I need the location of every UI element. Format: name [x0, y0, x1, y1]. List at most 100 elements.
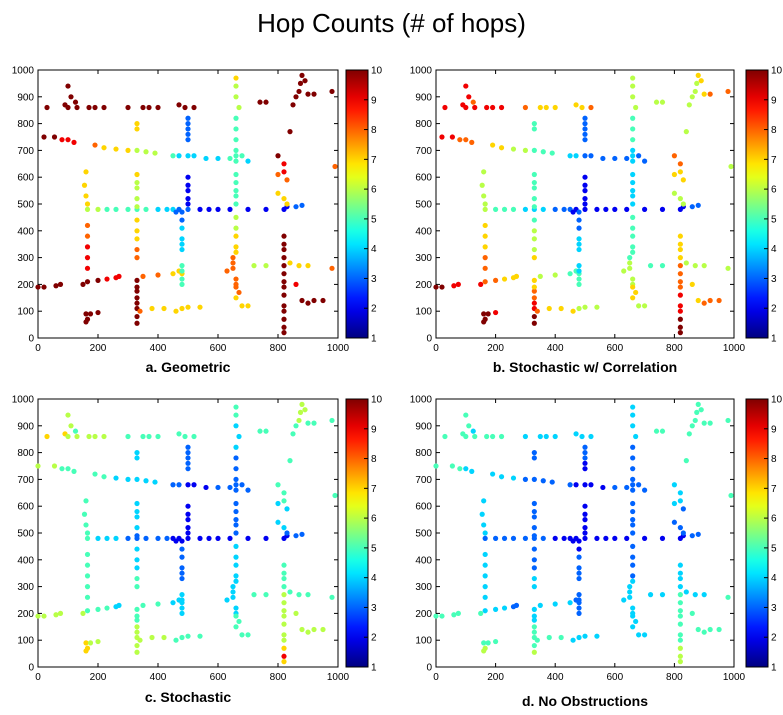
panel-caption: d. No Obstructions [522, 693, 648, 709]
data-point [101, 145, 107, 151]
data-point [179, 570, 185, 576]
colorbar [345, 69, 369, 339]
data-point [647, 263, 654, 269]
data-point [281, 600, 287, 606]
y-tick-label: 0 [28, 663, 34, 674]
data-point [567, 600, 573, 606]
x-tick-label: 600 [210, 672, 227, 683]
data-point [582, 535, 588, 541]
data-point [206, 535, 212, 541]
data-point [493, 309, 499, 316]
data-point [281, 169, 287, 175]
data-point [197, 206, 203, 212]
y-tick-label: 900 [17, 421, 34, 432]
data-point [588, 482, 594, 488]
data-point [630, 517, 636, 523]
data-point [233, 193, 239, 199]
data-point [101, 474, 107, 480]
data-point [84, 645, 91, 651]
data-point [582, 182, 588, 188]
data-point [642, 632, 648, 638]
data-point [463, 137, 469, 143]
data-point [552, 535, 558, 541]
data-point [531, 288, 537, 294]
data-point [230, 584, 236, 590]
data-point [68, 423, 74, 429]
data-point [636, 153, 642, 159]
data-point [125, 104, 131, 111]
data-point [558, 305, 564, 312]
data-point [582, 511, 588, 517]
data-point [677, 608, 683, 614]
data-point [281, 263, 287, 269]
data-point [576, 554, 582, 560]
data-point [642, 158, 648, 164]
colorbar-tick-label: 8 [371, 125, 377, 136]
colorbar-tick-label: 6 [371, 514, 377, 525]
data-point [182, 433, 188, 440]
data-point [233, 201, 239, 207]
data-point [299, 401, 305, 407]
data-point [233, 83, 239, 89]
data-point [594, 535, 600, 541]
data-point [233, 624, 239, 630]
data-point [482, 255, 488, 261]
data-point [233, 573, 239, 579]
data-point [281, 632, 287, 638]
x-tick-label: 800 [666, 343, 683, 354]
data-point [329, 594, 335, 600]
data-point [305, 300, 311, 306]
data-point [531, 204, 537, 210]
data-point [125, 147, 131, 153]
data-point [83, 311, 89, 317]
data-point [659, 263, 666, 269]
panel-caption: a. Geometric [146, 359, 231, 375]
data-point [185, 530, 191, 536]
data-point [630, 444, 636, 450]
data-point [134, 514, 140, 520]
data-point [479, 182, 485, 188]
data-point [582, 126, 588, 132]
data-point [630, 624, 636, 630]
data-point [80, 281, 86, 287]
data-point [41, 613, 47, 619]
data-point [531, 246, 537, 253]
colorbar-tick-label: 9 [371, 95, 377, 106]
data-point [469, 468, 475, 474]
data-point [677, 525, 683, 531]
data-point [95, 277, 101, 283]
data-point [573, 102, 579, 108]
data-point [134, 565, 140, 571]
data-point [191, 104, 197, 111]
data-point [134, 313, 140, 320]
x-tick-label: 0 [35, 343, 41, 354]
y-tick-label: 400 [415, 226, 432, 237]
data-point [230, 255, 236, 261]
colorbar-tick-label: 5 [771, 214, 777, 225]
data-point [627, 584, 633, 590]
data-point [84, 265, 91, 271]
data-point [230, 594, 236, 600]
data-point [233, 508, 239, 515]
data-point [692, 88, 698, 95]
x-tick-label: 200 [90, 672, 107, 683]
data-point [185, 182, 191, 188]
data-point [176, 482, 182, 488]
data-point [233, 554, 239, 560]
data-point [185, 466, 191, 472]
data-point [677, 621, 683, 627]
data-point [582, 115, 588, 121]
data-point [576, 592, 582, 598]
data-point [561, 535, 567, 541]
data-point [677, 498, 683, 504]
data-point [143, 206, 149, 212]
data-point [185, 460, 191, 466]
data-point [659, 99, 666, 105]
data-point [552, 433, 558, 440]
data-point [531, 649, 537, 655]
data-point [490, 104, 496, 111]
data-point [630, 605, 636, 611]
data-point [677, 570, 683, 576]
data-point [680, 506, 686, 512]
data-point [567, 271, 573, 277]
